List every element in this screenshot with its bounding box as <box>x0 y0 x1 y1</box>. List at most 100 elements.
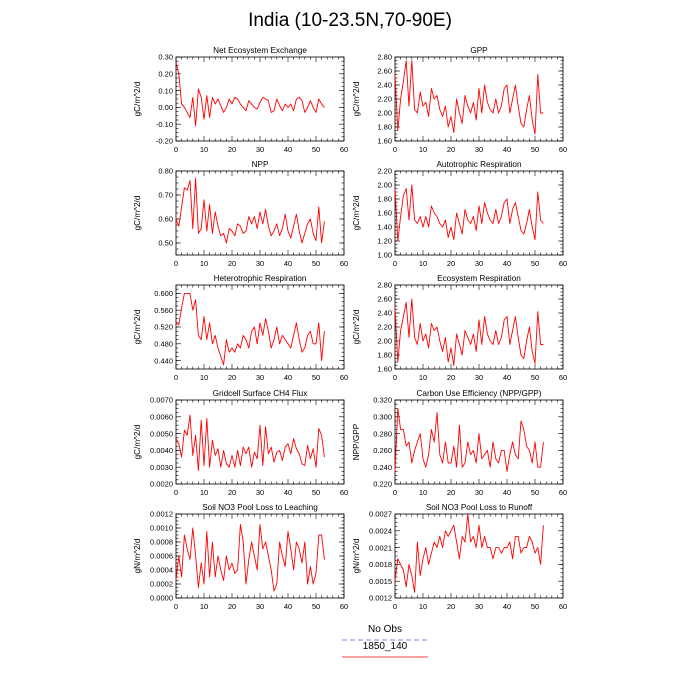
y-tick-label: 0.70 <box>158 191 173 200</box>
x-tick-label: 60 <box>340 259 348 268</box>
y-tick-label: 0.0021 <box>369 543 392 552</box>
y-tick-label: 0.560 <box>154 306 173 315</box>
y-tick-label: 0.0002 <box>150 580 173 589</box>
x-tick-label: 50 <box>312 145 320 154</box>
x-tick-label: 50 <box>531 488 539 497</box>
y-tick-label: 0.320 <box>373 396 392 405</box>
y-tick-label: 2.60 <box>377 295 392 304</box>
y-axis-label: gC/m^2/d <box>352 195 361 230</box>
panel-title: Gridcell Surface CH4 Flux <box>213 389 308 398</box>
x-tick-label: 10 <box>200 259 208 268</box>
x-tick-label: 40 <box>284 373 292 382</box>
x-tick-label: 50 <box>312 488 320 497</box>
x-tick-label: 60 <box>559 145 567 154</box>
y-tick-label: -0.10 <box>156 120 173 129</box>
x-tick-label: 50 <box>531 602 539 611</box>
x-tick-label: 40 <box>284 259 292 268</box>
y-axis-label: NPP/GPP <box>352 423 361 460</box>
panel-3: NPP gC/m^2/d 0 10 20 30 40 50 60 0.50 0.60 0.70 0.80 <box>133 160 348 268</box>
x-tick-label: 30 <box>475 602 483 611</box>
plot-frame <box>394 399 564 485</box>
y-tick-label: 0.0015 <box>369 577 392 586</box>
y-tick-label: 0.0000 <box>150 594 173 603</box>
panel-title: Net Ecosystem Exchange <box>213 46 307 55</box>
y-tick-label: 2.00 <box>377 337 392 346</box>
panel-title: GPP <box>470 46 488 55</box>
plot-frame <box>394 284 564 370</box>
x-tick-label: 20 <box>228 259 236 268</box>
x-tick-label: 30 <box>256 145 264 154</box>
x-tick-label: 10 <box>419 488 427 497</box>
x-tick-label: 20 <box>447 145 455 154</box>
x-tick-label: 10 <box>419 259 427 268</box>
y-tick-label: 0.0018 <box>369 560 392 569</box>
x-tick-label: 10 <box>200 488 208 497</box>
panel-title: NPP <box>252 160 269 169</box>
y-tick-label: 0.0008 <box>150 538 173 547</box>
x-tick-label: 50 <box>531 259 539 268</box>
y-axis-label: gC/m^2/d <box>133 195 142 230</box>
x-tick-label: 10 <box>200 373 208 382</box>
y-tick-label: 1.80 <box>377 195 392 204</box>
y-tick-label: 2.40 <box>377 81 392 90</box>
y-axis-label: gN/m^2/d <box>133 538 142 573</box>
y-tick-label: 0.0030 <box>150 463 173 472</box>
panel-5: Heterotrophic Respiration gC/m^2/d 0 10 20 30… <box>133 274 348 382</box>
y-tick-label: 0.00 <box>158 103 173 112</box>
y-tick-label: 0.440 <box>154 356 173 365</box>
y-tick-label: 0.0004 <box>150 566 173 575</box>
x-tick-label: 20 <box>447 602 455 611</box>
y-tick-label: 2.80 <box>377 53 392 62</box>
x-tick-label: 10 <box>419 373 427 382</box>
x-tick-label: 0 <box>174 259 178 268</box>
y-tick-label: 0.0060 <box>150 413 173 422</box>
y-tick-label: 0.0020 <box>150 480 173 489</box>
panel-8: Carbon Use Efficiency (NPP/GPP) NPP/GPP 0 1… <box>352 389 567 497</box>
series-line <box>394 298 544 366</box>
x-tick-label: 40 <box>284 602 292 611</box>
x-tick-label: 40 <box>503 488 511 497</box>
y-tick-label: 0.0012 <box>369 594 392 603</box>
x-tick-label: 60 <box>559 602 567 611</box>
x-tick-label: 20 <box>447 488 455 497</box>
series-line <box>175 177 325 244</box>
x-tick-label: 30 <box>256 602 264 611</box>
panel-title: Autotrophic Respiration <box>436 160 522 169</box>
x-tick-label: 0 <box>393 373 397 382</box>
y-tick-label: 2.00 <box>377 181 392 190</box>
x-tick-label: 50 <box>312 602 320 611</box>
x-tick-label: 10 <box>419 145 427 154</box>
y-tick-label: 0.30 <box>158 53 173 62</box>
y-tick-label: -0.20 <box>156 137 173 146</box>
y-tick-label: 0.600 <box>154 289 173 298</box>
x-tick-label: 0 <box>174 145 178 154</box>
panel-title: Soil NO3 Pool Loss to Runoff <box>426 503 533 512</box>
y-tick-label: 0.240 <box>373 463 392 472</box>
x-tick-label: 60 <box>559 259 567 268</box>
x-tick-label: 0 <box>393 488 397 497</box>
x-tick-label: 40 <box>503 373 511 382</box>
series-line <box>175 292 325 366</box>
panel-title: Soil NO3 Pool Loss to Leaching <box>202 503 318 512</box>
panel-7: Gridcell Surface CH4 Flux gC/m^2/d 0 10 20 30… <box>133 389 348 497</box>
x-tick-label: 0 <box>174 373 178 382</box>
panel-1: Net Ecosystem Exchange gC/m^2/d 0 10 20 30 40 5… <box>133 46 348 154</box>
y-tick-label: 0.0050 <box>150 429 173 438</box>
x-tick-label: 60 <box>559 488 567 497</box>
x-tick-label: 40 <box>284 488 292 497</box>
y-tick-label: 0.300 <box>373 413 392 422</box>
x-tick-label: 40 <box>503 259 511 268</box>
panel-2: GPP gC/m^2/d 0 10 20 30 40 50 60 1.60 1.80 2.00 2.20… <box>352 46 567 154</box>
y-tick-label: 0.220 <box>373 480 392 489</box>
y-tick-label: 1.60 <box>377 209 392 218</box>
y-tick-label: 2.20 <box>377 95 392 104</box>
y-tick-label: 1.40 <box>377 223 392 232</box>
y-tick-label: 0.80 <box>158 167 173 176</box>
series-line <box>394 60 544 135</box>
x-tick-label: 20 <box>228 488 236 497</box>
y-tick-label: 1.60 <box>377 137 392 146</box>
x-tick-label: 30 <box>475 259 483 268</box>
y-tick-label: 0.0006 <box>150 552 173 561</box>
